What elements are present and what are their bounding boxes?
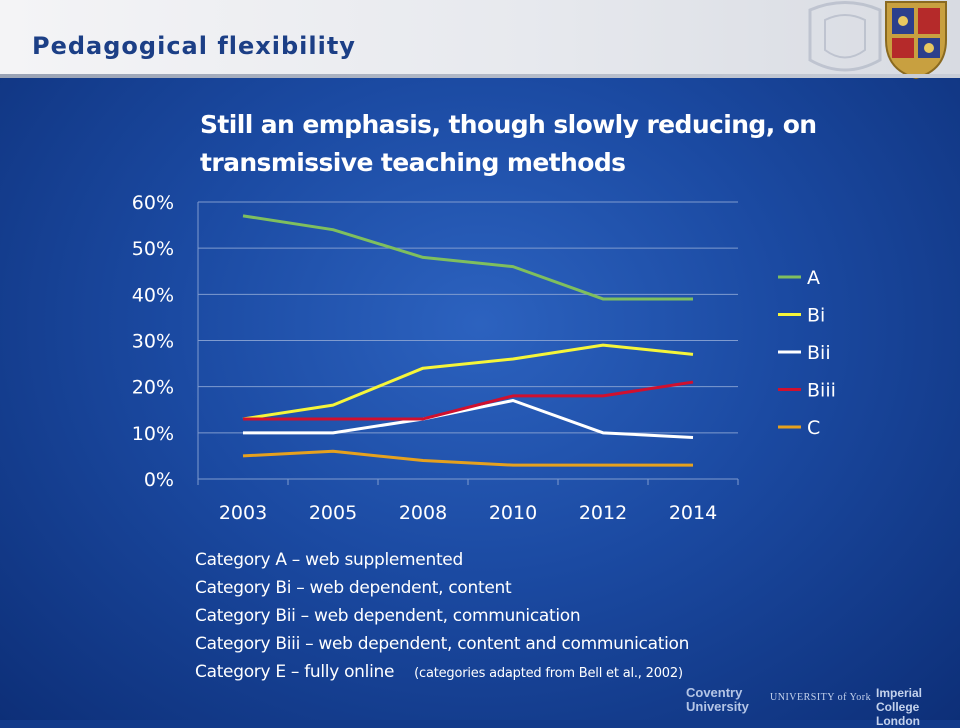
series-line-bii [243,399,694,439]
x-tick-label: 2005 [309,502,357,524]
chart-grid [197,201,739,485]
category-line: Category Biii – web dependent, content a… [195,634,690,654]
category-line: Category Bi – web dependent, content [195,578,512,598]
legend-label: Biii [807,380,836,402]
legend-label: A [807,267,820,289]
series-line-a [242,214,693,301]
coventry-logo: Coventry University [686,685,749,714]
x-tick-label: 2010 [489,502,537,524]
footer-logos: Coventry University UNIVERSITY of York I… [680,685,960,728]
page-title: Pedagogical flexibility [32,32,356,60]
x-tick-label: 2008 [399,502,447,524]
y-axis-ticks: 0% 10% 20% 30% 40% 50% 60% [132,192,174,491]
y-tick-label: 60% [132,192,174,214]
y-tick-label: 0% [144,469,174,491]
legend-label: Bi [807,305,825,327]
header-band: Pedagogical flexibility [0,0,960,80]
decorative-crest-icon [808,1,882,72]
category-definitions: Category A – web supplemented Category B… [195,546,689,686]
y-tick-label: 30% [132,331,174,353]
x-axis-ticks: 2003 2005 2008 2010 2012 2014 [219,502,717,524]
x-tick-label: 2012 [579,502,627,524]
imperial-logo: Imperial College London [876,686,923,728]
category-line: Category A – web supplemented [195,550,463,570]
university-crest-icon [885,1,947,80]
y-tick-label: 10% [132,423,174,445]
series-line-biii [243,380,694,421]
source-note: (categories adapted from Bell et al., 20… [414,666,683,681]
category-line: Category Bii – web dependent, communicat… [195,606,581,626]
legend-label: C [807,417,820,439]
category-line-with-source: Category E – fully online (categories ada… [195,658,689,686]
chart-legend: A Bi Bii Biii C [778,267,836,439]
y-tick-label: 50% [132,238,174,260]
york-logo: UNIVERSITY of York [770,692,872,703]
y-tick-label: 40% [132,284,174,306]
x-tick-label: 2014 [669,502,717,524]
series-line-bi [242,343,694,421]
y-tick-label: 20% [132,377,174,399]
category-line: Category E – fully online [195,662,395,682]
chart-series [242,214,694,467]
chart-title: Still an emphasis, though slowly reducin… [200,110,817,177]
series-line-c [242,449,693,467]
legend-label: Bii [807,342,831,364]
x-tick-label: 2003 [219,502,267,524]
